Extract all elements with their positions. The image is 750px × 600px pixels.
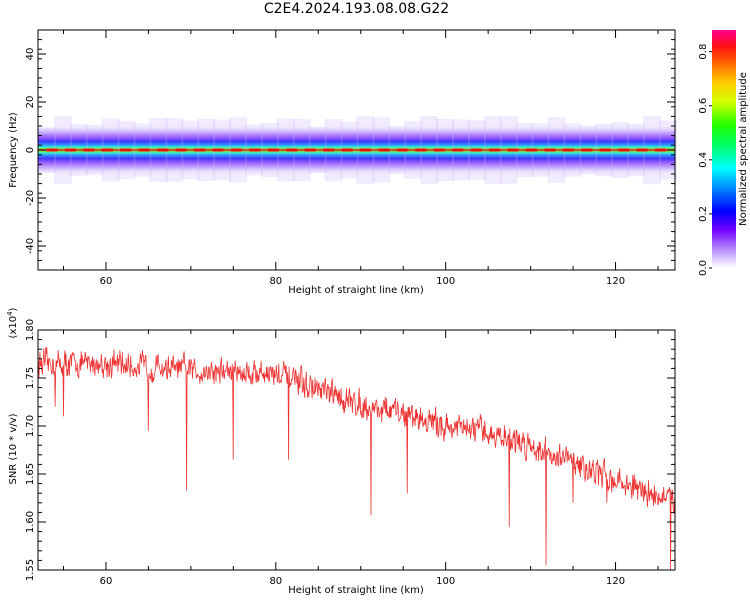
colorbar-tick-label: 0.8 <box>698 44 709 60</box>
spectrogram-panel: 60 80 100 120 -40 -20 0 20 40 Height of straight… <box>8 29 677 296</box>
spectrogram-y-tick-label: 40 <box>25 48 36 61</box>
spectrogram-x-tick-label: 60 <box>100 276 113 287</box>
snr-y-tick-label: 1.55 <box>25 559 36 581</box>
spectrogram-x-tick-label: 80 <box>269 276 282 287</box>
colorbar-tick-label: 0.6 <box>698 98 709 114</box>
snr-scale-label: (x104) <box>6 307 19 338</box>
snr-panel: 60 80 100 120 1.55 1.60 1.65 1.70 1.75 1.80 Heigh… <box>6 307 676 596</box>
snr-x-tick-label: 100 <box>436 576 455 587</box>
colorbar-tick-label: 0.2 <box>698 206 709 222</box>
colorbar: 0.0 0.2 0.4 0.6 0.8 Normalized spectral ampl… <box>698 30 749 276</box>
spectral-band <box>38 115 677 185</box>
snr-x-tick-label: 60 <box>100 576 113 587</box>
snr-y-tick-label: 1.75 <box>25 367 36 389</box>
snr-y-tick-label: 1.65 <box>25 463 36 485</box>
spectrogram-ticks: 60 80 100 120 -40 -20 0 20 40 <box>25 29 675 287</box>
snr-x-axis-label: Height of straight line (km) <box>288 585 424 596</box>
spectrogram-y-axis-label: Frequency (Hz) <box>8 112 19 188</box>
colorbar-tick-label: 0.4 <box>698 152 709 168</box>
snr-y-axis-label: SNR (10 * v/v) <box>8 413 19 484</box>
spectrogram-y-tick-label: 0 <box>25 147 36 153</box>
spectrogram-x-tick-label: 120 <box>606 276 625 287</box>
snr-x-tick-label: 120 <box>606 576 625 587</box>
snr-y-tick-label: 1.80 <box>25 319 36 341</box>
spectrogram-y-tick-label: 20 <box>25 96 36 109</box>
colorbar-label: Normalized spectral amplitude <box>738 72 749 226</box>
snr-background <box>38 330 675 570</box>
spectrogram-x-axis-label: Height of straight line (km) <box>288 285 424 296</box>
snr-frame <box>37 329 676 571</box>
figure-title: C2E4.2024.193.08.08.G22 <box>263 1 450 17</box>
snr-x-tick-label: 80 <box>269 576 282 587</box>
spectrogram-y-tick-label: -40 <box>25 238 36 254</box>
spectrogram-y-tick-label: -20 <box>25 190 36 206</box>
colorbar-tick-label: 0.0 <box>698 260 709 276</box>
spectrogram-x-tick-label: 100 <box>436 276 455 287</box>
colorbar-ticks: 0.0 0.2 0.4 0.6 0.8 <box>698 44 712 276</box>
snr-y-tick-label: 1.60 <box>25 511 36 533</box>
snr-y-tick-label: 1.70 <box>25 415 36 437</box>
snr-series-line <box>38 346 675 570</box>
colorbar-gradient <box>712 30 736 268</box>
snr-ticks: 60 80 100 120 1.55 1.60 1.65 1.70 1.75 1.80 <box>25 319 675 587</box>
